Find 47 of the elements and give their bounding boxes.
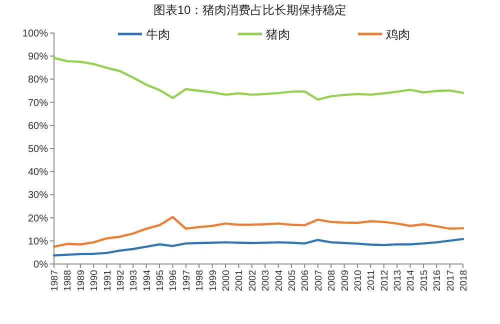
x-tick-label: 2010 bbox=[352, 270, 364, 292]
x-tick-label: 1991 bbox=[102, 270, 114, 292]
x-tick-label: 2017 bbox=[445, 270, 456, 292]
x-tick-label: 2009 bbox=[340, 270, 351, 292]
x-tick-label: 2012 bbox=[379, 270, 390, 292]
x-tick-label: 1995 bbox=[155, 270, 166, 292]
x-tick-label: 2005 bbox=[286, 270, 298, 292]
y-tick-label: 30% bbox=[28, 190, 48, 202]
y-tick-label: 40% bbox=[28, 167, 48, 178]
x-tick-label: 1989 bbox=[76, 270, 87, 292]
x-tick-label: 2001 bbox=[234, 270, 246, 292]
x-tick-label: 2015 bbox=[418, 270, 430, 292]
x-tick-label: 2004 bbox=[274, 270, 285, 292]
y-tick-label: 90% bbox=[28, 52, 48, 63]
legend-label: 猪肉 bbox=[266, 28, 290, 42]
x-tick-label: 2007 bbox=[313, 270, 324, 292]
x-tick-label: 1990 bbox=[89, 270, 100, 292]
x-tick-label: 2008 bbox=[326, 270, 338, 292]
x-tick-label: 2013 bbox=[392, 270, 404, 292]
x-tick-label: 2018 bbox=[458, 270, 470, 292]
x-tick-label: 1992 bbox=[115, 270, 126, 292]
x-tick-label: 1993 bbox=[128, 270, 140, 292]
x-tick-label: 2002 bbox=[247, 270, 258, 292]
x-tick-label: 1987 bbox=[50, 270, 60, 292]
y-tick-label: 0% bbox=[34, 260, 48, 270]
y-tick-label: 70% bbox=[28, 98, 48, 109]
x-tick-label: 2016 bbox=[432, 270, 444, 292]
x-tick-label: 1988 bbox=[62, 270, 74, 292]
y-tick-label: 50% bbox=[28, 144, 48, 155]
y-tick-label: 80% bbox=[28, 74, 48, 86]
legend-label: 鸡肉 bbox=[385, 28, 410, 42]
chart-title: 图表10：猪肉消费占比长期保持稳定 bbox=[153, 3, 347, 17]
x-tick-label: 1998 bbox=[194, 270, 206, 292]
legend-label: 牛肉 bbox=[146, 28, 170, 42]
x-tick-label: 2014 bbox=[406, 270, 417, 292]
y-tick-label: 10% bbox=[28, 236, 48, 248]
x-tick-label: 1999 bbox=[208, 270, 219, 292]
x-tick-label: 2003 bbox=[260, 270, 272, 292]
y-tick-label: 20% bbox=[28, 213, 48, 224]
x-tick-label: 2000 bbox=[221, 270, 232, 292]
x-tick-label: 1994 bbox=[142, 270, 153, 292]
x-tick-label: 1996 bbox=[168, 270, 180, 292]
y-tick-label: 60% bbox=[28, 120, 48, 132]
x-tick-label: 1997 bbox=[181, 270, 192, 292]
y-tick-label: 100% bbox=[22, 28, 48, 40]
x-tick-label: 2006 bbox=[300, 270, 312, 292]
x-tick-label: 2011 bbox=[366, 270, 378, 290]
